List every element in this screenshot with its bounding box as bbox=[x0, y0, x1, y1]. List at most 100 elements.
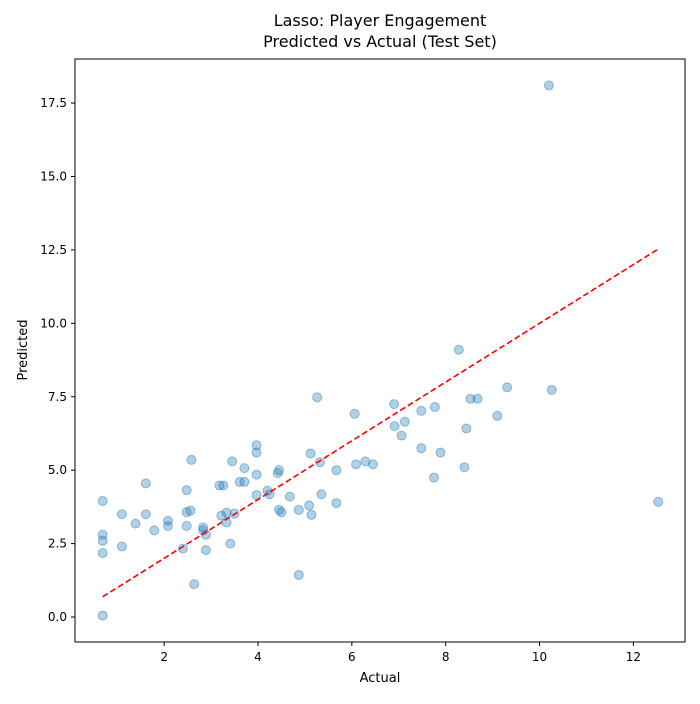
data-point-25 bbox=[214, 480, 225, 491]
data-point-38 bbox=[251, 440, 262, 451]
y-axis-label: Predicted bbox=[16, 319, 31, 380]
data-point-3 bbox=[97, 535, 108, 546]
data-point-12 bbox=[162, 520, 173, 531]
data-point-35 bbox=[239, 463, 250, 474]
data-point-33 bbox=[234, 476, 245, 487]
data-point-11 bbox=[149, 525, 160, 536]
data-point-15 bbox=[181, 520, 192, 531]
y-tick-label: 10.0 bbox=[40, 316, 67, 330]
data-point-56 bbox=[331, 465, 342, 476]
data-point-17 bbox=[181, 485, 192, 496]
data-point-4 bbox=[97, 529, 108, 540]
data-point-10 bbox=[140, 478, 151, 489]
data-points bbox=[97, 80, 664, 621]
chart-title-line-1: Lasso: Player Engagement bbox=[274, 11, 487, 30]
y-tick-label: 7.5 bbox=[48, 390, 67, 404]
chart-title-line-2: Predicted vs Actual (Test Set) bbox=[263, 32, 497, 51]
data-point-20 bbox=[189, 579, 200, 590]
data-point-45 bbox=[276, 507, 287, 518]
data-point-74 bbox=[472, 393, 483, 404]
data-point-76 bbox=[502, 382, 513, 393]
y-tick-label: 17.5 bbox=[40, 96, 67, 110]
x-tick-label: 4 bbox=[254, 650, 262, 664]
x-tick-label: 10 bbox=[532, 650, 547, 664]
data-point-52 bbox=[312, 392, 323, 403]
data-point-73 bbox=[465, 393, 476, 404]
data-point-5 bbox=[97, 496, 108, 507]
x-tick-label: 8 bbox=[442, 650, 450, 664]
y-tick-label: 2.5 bbox=[48, 537, 67, 551]
data-point-26 bbox=[216, 510, 227, 521]
data-point-63 bbox=[396, 430, 407, 441]
data-point-75 bbox=[492, 410, 503, 421]
data-point-53 bbox=[314, 457, 325, 468]
data-point-67 bbox=[428, 472, 439, 483]
data-point-13 bbox=[162, 515, 173, 526]
data-point-64 bbox=[399, 416, 410, 427]
data-point-18 bbox=[185, 505, 196, 516]
data-point-23 bbox=[200, 545, 211, 556]
data-point-79 bbox=[653, 496, 664, 507]
data-point-42 bbox=[272, 468, 283, 479]
data-point-61 bbox=[389, 399, 400, 410]
data-point-51 bbox=[306, 509, 317, 520]
data-point-16 bbox=[181, 507, 192, 518]
x-axis-label: Actual bbox=[360, 671, 401, 686]
data-point-48 bbox=[293, 504, 304, 515]
data-point-78 bbox=[546, 385, 557, 395]
y-tick-label: 12.5 bbox=[40, 243, 67, 257]
data-point-58 bbox=[351, 459, 362, 470]
data-point-60 bbox=[367, 459, 378, 470]
data-point-46 bbox=[284, 491, 295, 502]
data-point-55 bbox=[331, 498, 342, 509]
data-point-62 bbox=[389, 421, 400, 432]
data-point-37 bbox=[251, 447, 262, 458]
data-point-66 bbox=[416, 405, 427, 416]
data-point-54 bbox=[316, 489, 327, 500]
data-point-7 bbox=[116, 509, 127, 520]
data-point-43 bbox=[274, 504, 285, 515]
data-point-14 bbox=[177, 543, 188, 554]
data-point-1 bbox=[97, 610, 108, 621]
y-tick-label: 15.0 bbox=[40, 169, 67, 183]
data-point-65 bbox=[416, 443, 427, 454]
data-point-77 bbox=[543, 80, 554, 91]
data-point-71 bbox=[459, 462, 470, 473]
data-point-22 bbox=[198, 522, 209, 533]
data-point-27 bbox=[218, 480, 229, 491]
data-point-19 bbox=[186, 454, 197, 465]
data-point-47 bbox=[293, 570, 304, 581]
x-axis-ticks: 2 4 6 8 10 12 bbox=[160, 642, 641, 664]
x-tick-label: 2 bbox=[160, 650, 168, 664]
data-point-31 bbox=[227, 456, 238, 467]
data-point-68 bbox=[429, 402, 440, 413]
reference-line bbox=[102, 248, 659, 598]
y-tick-label: 5.0 bbox=[48, 463, 67, 477]
x-tick-label: 6 bbox=[348, 650, 356, 664]
data-point-49 bbox=[304, 500, 315, 511]
data-point-34 bbox=[239, 476, 250, 487]
data-point-50 bbox=[305, 448, 316, 459]
data-point-70 bbox=[453, 344, 464, 355]
data-point-8 bbox=[130, 518, 141, 529]
y-tick-label: 0.0 bbox=[48, 610, 67, 624]
reference-line-layer bbox=[102, 248, 659, 598]
data-point-30 bbox=[225, 538, 236, 549]
data-point-2 bbox=[97, 548, 108, 559]
x-tick-label: 12 bbox=[626, 650, 641, 664]
plot-frame bbox=[74, 58, 686, 643]
data-point-57 bbox=[349, 408, 360, 419]
data-point-29 bbox=[221, 507, 232, 518]
data-point-59 bbox=[360, 456, 371, 467]
data-point-36 bbox=[251, 469, 262, 480]
data-point-6 bbox=[116, 541, 127, 552]
data-point-44 bbox=[274, 465, 285, 476]
data-point-69 bbox=[435, 447, 446, 458]
data-point-24 bbox=[200, 529, 211, 540]
data-point-72 bbox=[461, 423, 472, 434]
data-point-9 bbox=[140, 509, 151, 520]
y-axis-ticks: 0.0 2.5 5.0 7.5 10.0 12.5 15.0 17.5 bbox=[40, 96, 75, 624]
